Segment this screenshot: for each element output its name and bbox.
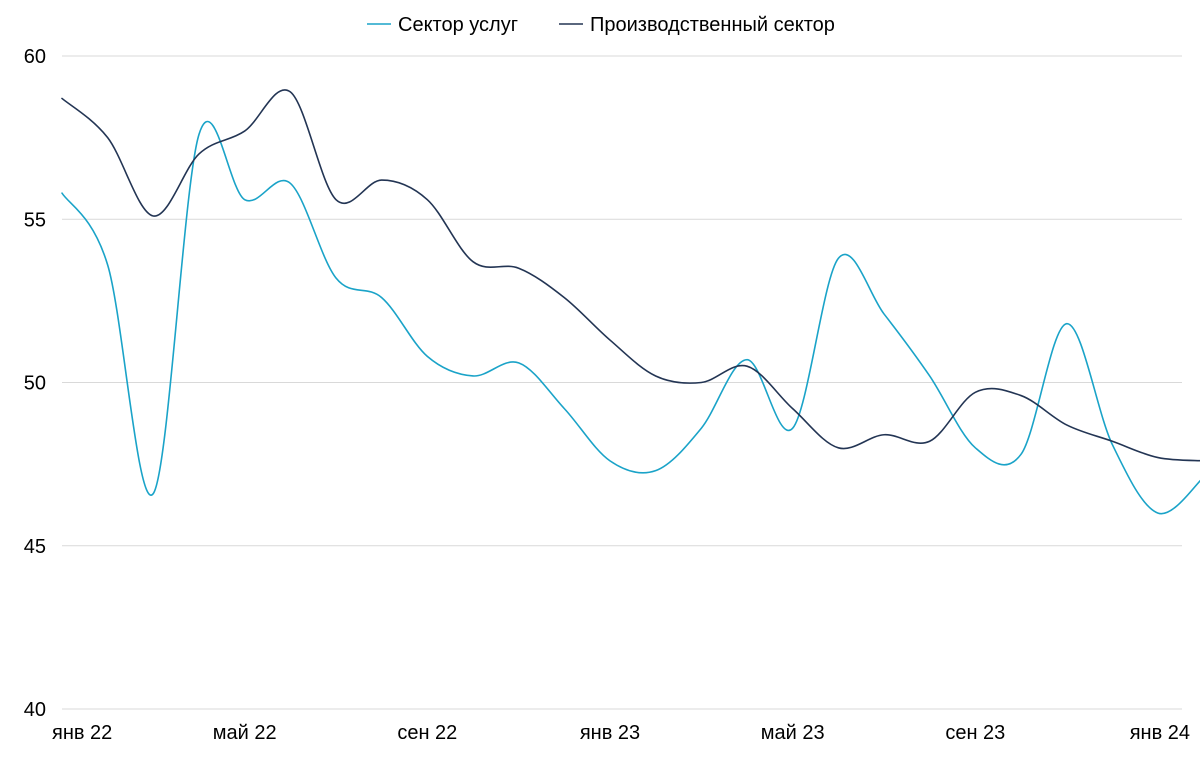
y-tick-label: 45 xyxy=(24,536,46,558)
y-tick-label: 60 xyxy=(24,46,46,68)
gridlines xyxy=(62,55,1182,710)
x-tick-label: янв 23 xyxy=(580,722,640,744)
legend-label-manufacturing: Производственный сектор xyxy=(590,14,835,36)
y-tick-label: 55 xyxy=(24,209,46,231)
legend-label-services: Сектор услуг xyxy=(398,14,518,36)
y-axis: 40 45 50 55 60 xyxy=(24,46,46,721)
x-tick-label: сен 23 xyxy=(945,722,1005,744)
x-tick-label: май 22 xyxy=(213,722,277,744)
legend-item-services: Сектор услуг xyxy=(367,14,518,36)
chart-legend: Сектор услуг Производственный сектор xyxy=(367,14,835,36)
y-tick-label: 50 xyxy=(24,373,46,395)
x-tick-label: янв 22 xyxy=(52,722,112,744)
legend-item-manufacturing: Производственный сектор xyxy=(559,14,835,36)
x-tick-label: сен 22 xyxy=(397,722,457,744)
x-tick-label: янв 24 xyxy=(1130,722,1190,744)
x-tick-label: май 23 xyxy=(761,722,825,744)
series-line-manufacturing xyxy=(61,89,1200,462)
y-tick-label: 40 xyxy=(24,699,46,721)
series-line-services xyxy=(61,120,1200,515)
series-layer xyxy=(61,89,1200,515)
x-axis: янв 22 май 22 сен 22 янв 23 май 23 сен 23 янв … xyxy=(52,722,1190,744)
